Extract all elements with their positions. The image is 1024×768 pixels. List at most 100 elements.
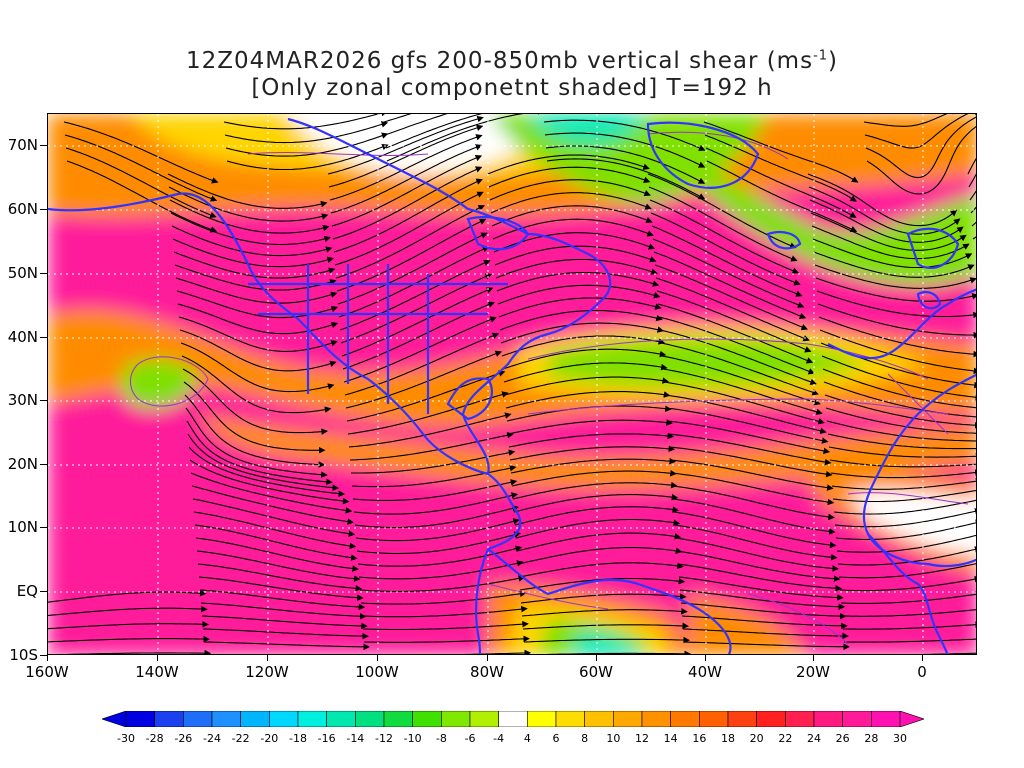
x-axis-label: 140W xyxy=(135,663,179,681)
contour-line xyxy=(527,398,949,415)
streamline xyxy=(971,221,976,227)
contour-line xyxy=(887,373,949,435)
streamline xyxy=(489,179,651,201)
streamline xyxy=(201,615,368,630)
colorbar-svg xyxy=(101,710,925,728)
streamline xyxy=(663,381,825,425)
colorbar-label: 16 xyxy=(692,732,707,745)
colorbar-label: -18 xyxy=(289,732,307,745)
colorbar-label: -22 xyxy=(231,732,250,745)
streamline xyxy=(967,149,976,175)
streamline xyxy=(544,132,706,168)
coastlines xyxy=(48,117,976,654)
streamline xyxy=(190,472,353,514)
streamline xyxy=(328,124,484,188)
colorbar-swatch xyxy=(871,710,901,728)
streamline xyxy=(48,589,207,603)
colorbar-swatch xyxy=(555,710,585,728)
streamline xyxy=(508,432,675,448)
colorbar-swatch xyxy=(842,710,872,728)
colorbar-swatch xyxy=(326,710,356,728)
streamline xyxy=(866,122,976,195)
y-axis-label: 10N xyxy=(7,518,38,536)
streamline xyxy=(523,636,690,644)
streamline xyxy=(327,115,484,175)
streamline xyxy=(386,114,545,162)
x-axis-label: 20W xyxy=(796,663,830,681)
streamline xyxy=(843,621,976,630)
colorbar-label: 20 xyxy=(749,732,764,745)
streamline xyxy=(487,154,650,175)
streamline xyxy=(511,469,677,487)
colorbar-label: 6 xyxy=(552,732,560,745)
streamline xyxy=(343,316,497,383)
colorbar-swatch xyxy=(125,710,155,728)
title-line-1-suffix: ) xyxy=(828,48,839,74)
colorbar-label: 28 xyxy=(864,732,879,745)
streamline xyxy=(197,563,363,592)
colorbar-label: 14 xyxy=(663,732,678,745)
streamline xyxy=(830,469,976,479)
streamline xyxy=(863,114,958,127)
colorbar-swatch xyxy=(441,710,471,728)
y-axis-tick xyxy=(40,273,47,274)
streamline xyxy=(683,641,850,651)
streamline xyxy=(517,547,683,565)
streamline xyxy=(835,519,976,541)
streamline xyxy=(918,652,976,654)
streamline xyxy=(383,114,426,123)
streamline xyxy=(670,472,835,506)
streamline xyxy=(202,628,369,640)
streamline xyxy=(185,407,328,478)
streamline xyxy=(512,481,678,500)
streamline xyxy=(331,155,483,227)
x-axis-tick xyxy=(377,655,378,661)
y-axis-label: 70N xyxy=(7,136,38,154)
streamline xyxy=(864,114,976,149)
streamline xyxy=(649,199,800,274)
contour-line xyxy=(130,356,209,407)
streamline xyxy=(356,531,521,555)
colorbar-label: 4 xyxy=(523,732,531,745)
streamline xyxy=(337,232,488,305)
streamline xyxy=(546,158,706,200)
streamline xyxy=(339,259,491,331)
x-axis-tick xyxy=(157,655,158,661)
colorbar-label: -30 xyxy=(117,732,135,745)
streamline xyxy=(672,498,836,535)
streamline xyxy=(502,348,667,370)
x-axis-label: 0 xyxy=(917,663,927,681)
colorbar-label: -6 xyxy=(464,732,476,745)
streamline xyxy=(186,420,333,486)
streamline xyxy=(703,121,859,183)
x-axis-tick xyxy=(47,655,48,661)
streamline xyxy=(816,290,976,319)
streamline xyxy=(808,186,961,235)
streamline xyxy=(352,479,518,501)
streamline xyxy=(224,121,389,144)
colorbar-label: -28 xyxy=(145,732,164,745)
streamline xyxy=(349,431,514,461)
streamline xyxy=(497,284,661,305)
colorbar-swatch xyxy=(469,710,499,728)
streamline xyxy=(385,114,483,149)
streamline xyxy=(822,368,976,409)
streamline xyxy=(330,144,483,214)
colorbar-label: 10 xyxy=(606,732,621,745)
streamline xyxy=(654,264,809,331)
streamline xyxy=(656,290,812,353)
streamline xyxy=(969,181,976,201)
streamline xyxy=(504,376,669,396)
streamline xyxy=(809,199,964,243)
colorbar-swatch xyxy=(584,710,614,728)
y-axis-label: 10S xyxy=(9,646,38,664)
streamline xyxy=(682,628,849,640)
streamline xyxy=(671,485,835,521)
streamline xyxy=(811,225,970,260)
streamline xyxy=(840,591,976,604)
y-axis-tick xyxy=(40,464,47,465)
x-axis-label: 100W xyxy=(355,663,399,681)
colorbar-swatch xyxy=(727,710,757,728)
streamline xyxy=(360,590,527,605)
streamline xyxy=(825,407,976,434)
